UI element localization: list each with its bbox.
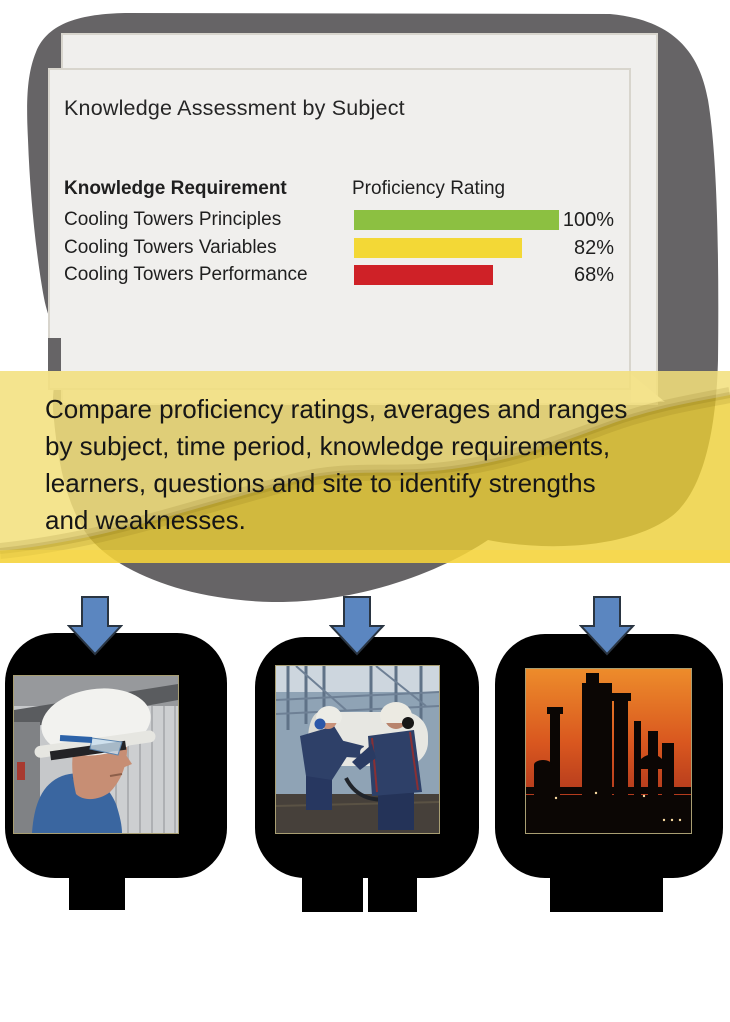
- plant-maintenance-photo: [275, 665, 440, 834]
- caption-banner: Compare proficiency ratings, averages an…: [0, 371, 730, 563]
- banner-line: by subject, time period, knowledge requi…: [45, 431, 611, 461]
- chart-row: Cooling Towers Performance 68%: [64, 262, 616, 289]
- chart-row: Cooling Towers Variables 82%: [64, 235, 616, 262]
- bar-label: Cooling Towers Variables: [64, 237, 277, 258]
- banner-line: and weaknesses.: [45, 505, 246, 535]
- bar-performance: [354, 265, 493, 285]
- bar-track: [354, 210, 559, 230]
- down-arrow-icon: [67, 596, 123, 656]
- refinery-sunset-photo: [525, 668, 692, 834]
- bar-track: [354, 238, 559, 258]
- down-arrow-icon: [579, 596, 635, 656]
- report-page-front: Knowledge Assessment by Subject Knowledg…: [48, 68, 631, 390]
- banner-line: Compare proficiency ratings, averages an…: [45, 394, 628, 424]
- column-header-rating: Proficiency Rating: [352, 178, 506, 199]
- bar-value: 100%: [562, 209, 614, 231]
- bar-value: 68%: [573, 264, 614, 286]
- placard-stem: [550, 876, 663, 912]
- banner-line: learners, questions and site to identify…: [45, 468, 596, 498]
- blob-edge-sliver: [48, 338, 61, 371]
- bar-variables: [354, 238, 522, 258]
- technician-portrait-photo: [13, 675, 179, 834]
- down-arrow-icon: [329, 596, 385, 656]
- report-title: Knowledge Assessment by Subject: [64, 96, 405, 120]
- column-header-requirement: Knowledge Requirement: [64, 178, 287, 199]
- bar-track: [354, 265, 559, 285]
- bar-label: Cooling Towers Principles: [64, 209, 282, 230]
- banner-wave-decoration: [0, 371, 730, 563]
- bar-principles: [354, 210, 559, 230]
- placard-stem: [302, 876, 363, 912]
- chart-row: Cooling Towers Principles 100%: [64, 207, 616, 234]
- bar-value: 82%: [573, 237, 614, 259]
- placard-stem: [69, 876, 125, 910]
- bar-label: Cooling Towers Performance: [64, 264, 308, 285]
- banner-caption: Compare proficiency ratings, averages an…: [45, 391, 695, 539]
- placard-stem: [368, 876, 417, 912]
